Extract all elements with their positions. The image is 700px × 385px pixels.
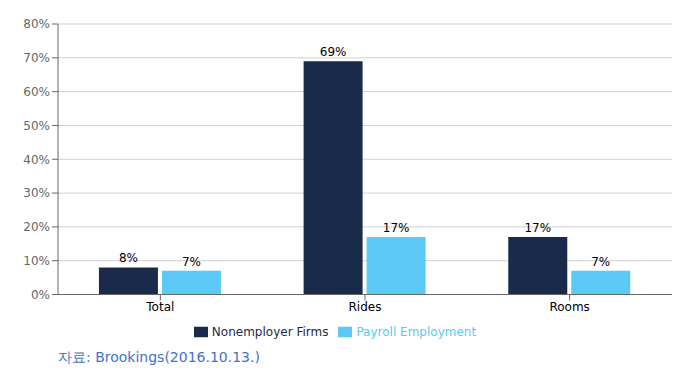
- svg-text:Total: Total: [145, 300, 174, 314]
- svg-text:60%: 60%: [23, 85, 50, 99]
- svg-text:8%: 8%: [119, 251, 138, 265]
- svg-text:0%: 0%: [31, 288, 50, 302]
- svg-text:7%: 7%: [591, 255, 610, 269]
- svg-text:69%: 69%: [320, 45, 347, 59]
- svg-text:17%: 17%: [524, 221, 551, 235]
- svg-text:17%: 17%: [383, 221, 410, 235]
- svg-text:80%: 80%: [23, 17, 50, 31]
- html-text:Payroll Employment: Payroll Employment: [356, 324, 477, 339]
- svg-text:50%: 50%: [23, 119, 50, 133]
- svg-text:70%: 70%: [23, 51, 50, 65]
- svg-text:20%: 20%: [23, 220, 50, 234]
- html-text:자료: Brookings(2016.10.13.): 자료: Brookings(2016.10.13.): [58, 349, 260, 365]
- svg-text:Rides: Rides: [349, 300, 382, 314]
- svg-text:40%: 40%: [23, 153, 50, 167]
- svg-text:10%: 10%: [23, 254, 50, 268]
- svg-text:30%: 30%: [23, 186, 50, 200]
- svg-text:Rooms: Rooms: [549, 300, 589, 314]
- svg-text:7%: 7%: [182, 255, 201, 269]
- html-text:Nonemployer Firms: Nonemployer Firms: [211, 324, 329, 339]
